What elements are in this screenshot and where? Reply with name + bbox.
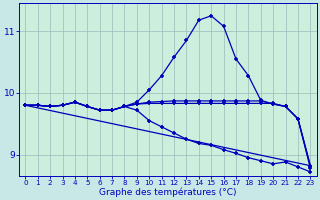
X-axis label: Graphe des températures (°C): Graphe des températures (°C) (99, 187, 236, 197)
